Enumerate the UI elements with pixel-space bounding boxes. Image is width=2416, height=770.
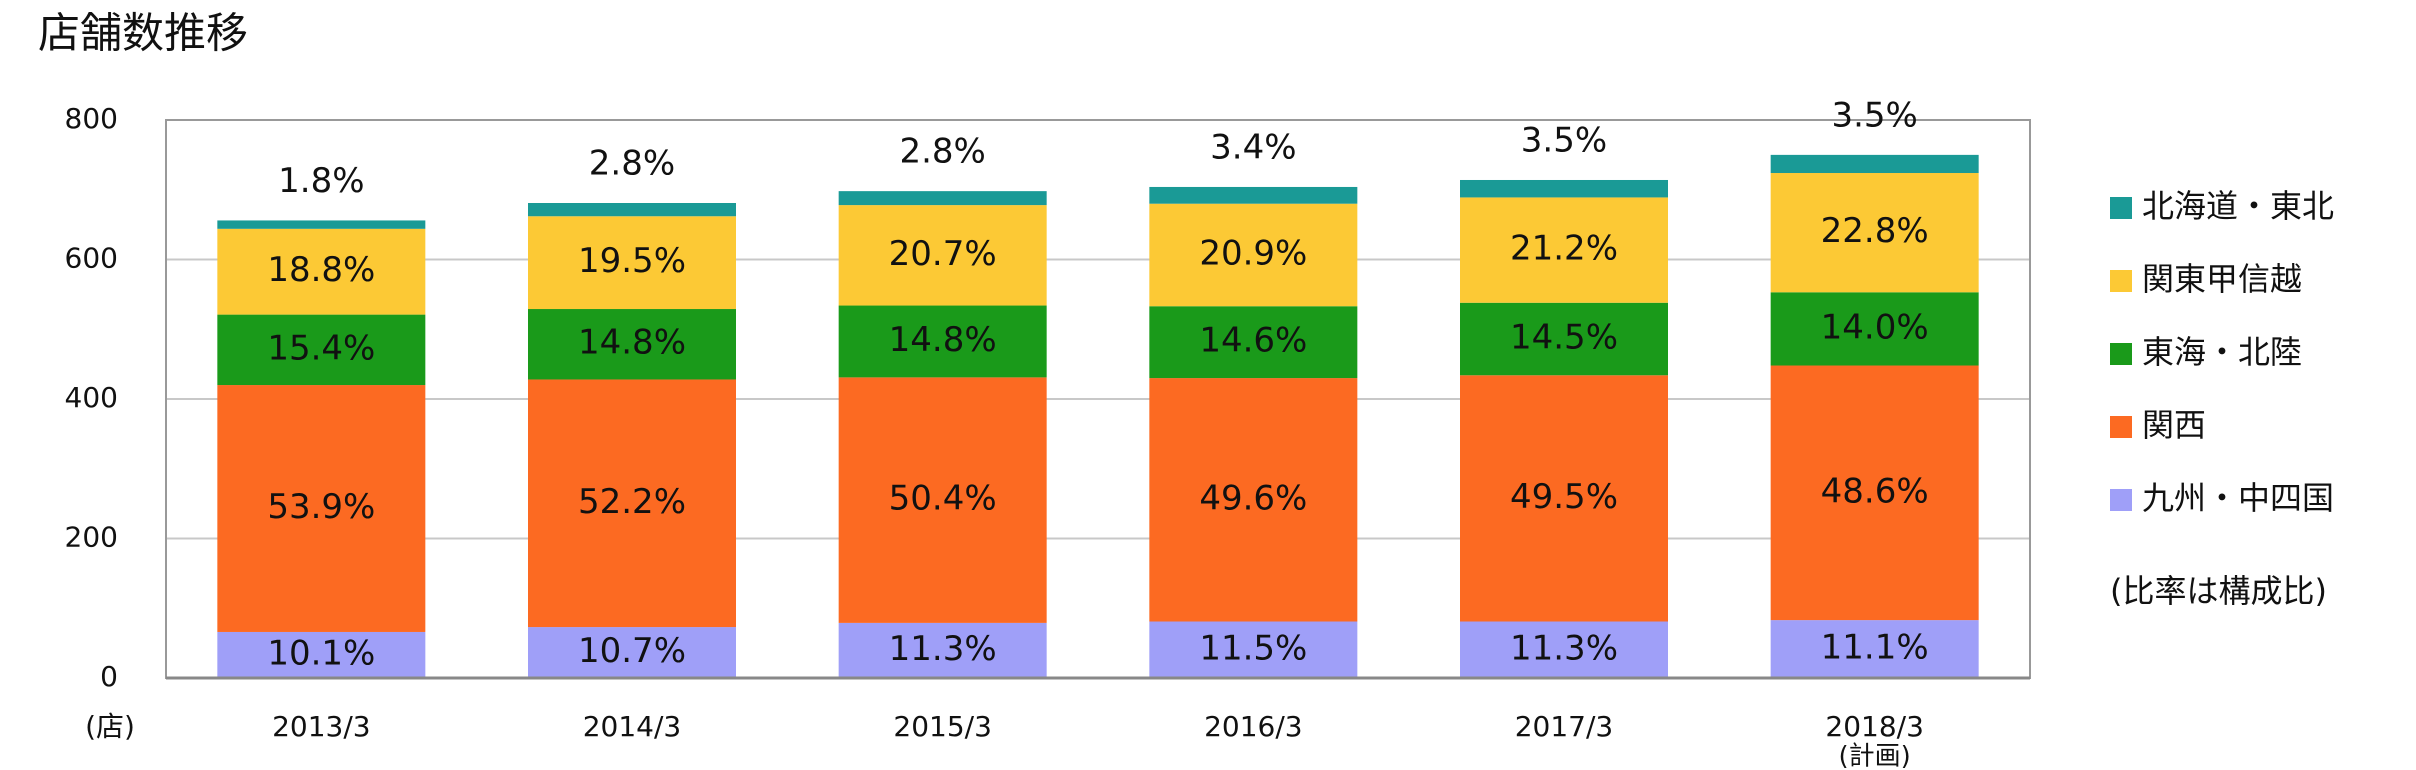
y-unit: (店): [85, 710, 135, 743]
share-label: 20.9%: [1199, 233, 1307, 273]
legend-label: 東海・北陸: [2142, 333, 2302, 371]
bar-segment: [1149, 621, 1358, 678]
bar-segment: [1770, 173, 1979, 293]
share-label: 21.2%: [1510, 229, 1618, 269]
share-label: 14.8%: [578, 323, 686, 363]
bar-segment: [838, 377, 1047, 623]
share-label: 18.8%: [267, 250, 375, 290]
y-tick-label: 800: [65, 102, 118, 135]
bar-segment: [1460, 179, 1668, 198]
legend-swatch: [2110, 270, 2132, 292]
bar-segment: [1149, 306, 1358, 379]
x-tick-label: 2013/3: [272, 710, 371, 743]
share-label: 11.3%: [1510, 628, 1618, 668]
y-tick-label: 600: [65, 242, 118, 275]
bar-segment: [838, 305, 1047, 378]
bar-segment: [1149, 186, 1358, 204]
share-label: 14.5%: [1510, 318, 1618, 358]
share-label: 10.7%: [578, 631, 686, 671]
share-label: 10.1%: [267, 633, 375, 673]
x-tick-note: (計画): [1839, 742, 1911, 770]
share-label: 15.4%: [267, 328, 375, 368]
bar-segment: [1770, 365, 1979, 621]
share-label: 2.8%: [899, 132, 985, 172]
share-label: 48.6%: [1821, 471, 1929, 511]
legend-label: 関西: [2142, 406, 2206, 444]
y-tick-label: 400: [65, 381, 118, 414]
share-label: 19.5%: [578, 241, 686, 281]
note: (比率は構成比): [2110, 572, 2327, 610]
x-tick-label: 2018/3: [1825, 710, 1924, 743]
bar-segment: [1149, 203, 1358, 307]
share-label: 53.9%: [267, 487, 375, 527]
x-tick-label: 2014/3: [583, 710, 682, 743]
x-tick-label: 2017/3: [1515, 710, 1614, 743]
bar-segment: [528, 216, 736, 310]
bar-segment: [1460, 302, 1668, 376]
legend-swatch: [2110, 489, 2132, 511]
share-label: 52.2%: [578, 482, 686, 522]
bar-segment: [528, 203, 736, 217]
share-label: 11.5%: [1199, 628, 1307, 668]
bar-segment: [217, 631, 426, 678]
share-label: 3.4%: [1210, 127, 1296, 167]
bar-segment: [1149, 378, 1358, 622]
legend-label: 北海道・東北: [2142, 187, 2334, 225]
bar-segment: [1770, 154, 1979, 174]
share-label: 49.6%: [1199, 478, 1307, 518]
y-tick-label: 200: [65, 521, 118, 554]
share-label: 14.6%: [1199, 321, 1307, 361]
legend-label: 関東甲信越: [2142, 260, 2302, 298]
share-label: 1.8%: [278, 161, 364, 201]
share-label: 20.7%: [889, 234, 997, 274]
share-label: 49.5%: [1510, 477, 1618, 517]
share-label: 2.8%: [589, 144, 675, 184]
bar-segment: [217, 314, 426, 386]
bar-segment: [217, 385, 426, 632]
share-label: 11.3%: [889, 629, 997, 669]
chart-title: 店舗数推移: [38, 9, 248, 58]
legend-swatch: [2110, 343, 2132, 365]
bar-segment: [528, 379, 736, 628]
x-tick-label: 2015/3: [893, 710, 992, 743]
legend-swatch: [2110, 416, 2132, 438]
bar-segment: [838, 205, 1047, 306]
x-tick-label: 2016/3: [1204, 710, 1303, 743]
share-label: 14.0%: [1821, 307, 1929, 347]
y-tick-label: 0: [100, 660, 118, 693]
bar-segment: [838, 191, 1047, 206]
bar-segment: [838, 622, 1047, 678]
bar-segment: [1460, 621, 1668, 678]
legend-swatch: [2110, 197, 2132, 219]
bar-segment: [528, 627, 736, 678]
bar-segment: [1460, 375, 1668, 622]
bar-segment: [217, 220, 426, 229]
share-label: 3.5%: [1831, 95, 1917, 135]
share-label: 50.4%: [889, 479, 997, 519]
bar-segment: [1460, 197, 1668, 303]
share-label: 11.1%: [1821, 628, 1929, 668]
share-label: 3.5%: [1521, 120, 1607, 160]
share-label: 22.8%: [1821, 211, 1929, 251]
bar-segment: [217, 228, 426, 315]
bar-segment: [1770, 292, 1979, 366]
legend-label: 九州・中四国: [2142, 479, 2334, 517]
bar-segment: [528, 309, 736, 380]
share-label: 14.8%: [889, 320, 997, 360]
bar-segment: [1770, 620, 1979, 678]
